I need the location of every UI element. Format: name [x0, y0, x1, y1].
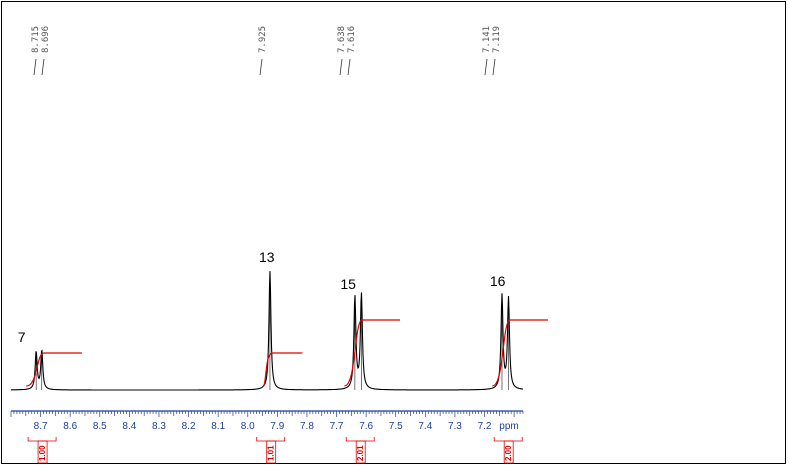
integral-value-box	[266, 440, 277, 464]
peak-shift-label: 8.696	[41, 26, 51, 53]
integral-bracket	[27, 437, 57, 442]
x-tick-label: 7.6	[359, 421, 373, 432]
integral-curve	[492, 319, 549, 387]
peak-label-connector	[33, 58, 37, 76]
peak-label-connector	[339, 58, 343, 76]
x-tick-label: 8.2	[182, 421, 196, 432]
assignment-label: 13	[259, 249, 275, 265]
integral-value-box	[37, 440, 48, 464]
peak-label-connector	[41, 58, 45, 76]
x-tick-label: 7.2	[478, 421, 492, 432]
integral-value-label: 1.00	[38, 445, 47, 461]
integral-bracket	[256, 437, 286, 442]
integral-value-label: 2.00	[504, 445, 513, 461]
peak-shift-label: 7.925	[258, 26, 268, 53]
integral-curve	[262, 352, 303, 387]
assignment-label: 7	[18, 329, 26, 345]
peak-label-connector	[492, 58, 496, 76]
x-tick-label: 8.5	[93, 421, 107, 432]
x-tick-label: 8.3	[152, 421, 166, 432]
x-tick-label: 7.8	[300, 421, 314, 432]
x-tick-label: 8.1	[211, 421, 225, 432]
x-tick-label: 7.9	[270, 421, 284, 432]
x-tick-label: 7.4	[418, 421, 432, 432]
spectrum-trace	[10, 271, 524, 391]
integral-value-label: 2.01	[356, 445, 365, 461]
x-tick-label: 8.7	[34, 421, 48, 432]
peak-label-connector	[484, 58, 488, 76]
x-tick-label: 7.7	[330, 421, 344, 432]
integral-value-box	[355, 440, 366, 464]
x-tick-label: 8.4	[122, 421, 136, 432]
assignment-label: 15	[340, 276, 356, 292]
x-tick-label: 8.6	[63, 421, 77, 432]
integral-bracket	[493, 437, 523, 442]
peak-shift-label: 8.715	[31, 26, 41, 53]
integral-value-box	[503, 440, 514, 464]
peak-label-connector	[347, 58, 351, 76]
assignment-label: 16	[490, 273, 506, 289]
peak-shift-label: 7.119	[492, 26, 502, 53]
integral-curve	[26, 352, 82, 387]
peak-shift-label: 7.638	[337, 26, 347, 53]
integral-bracket	[345, 437, 375, 442]
peak-label-connector	[259, 58, 263, 76]
peak-shift-label: 7.141	[482, 26, 492, 53]
peak-shift-label: 7.616	[347, 26, 357, 53]
x-tick-label: 7.5	[389, 421, 403, 432]
x-axis-unit-label: ppm	[499, 421, 518, 432]
integral-curve	[344, 319, 401, 387]
x-tick-label: 8.0	[241, 421, 255, 432]
integral-value-label: 1.01	[267, 445, 276, 461]
x-tick-label: 7.3	[448, 421, 462, 432]
